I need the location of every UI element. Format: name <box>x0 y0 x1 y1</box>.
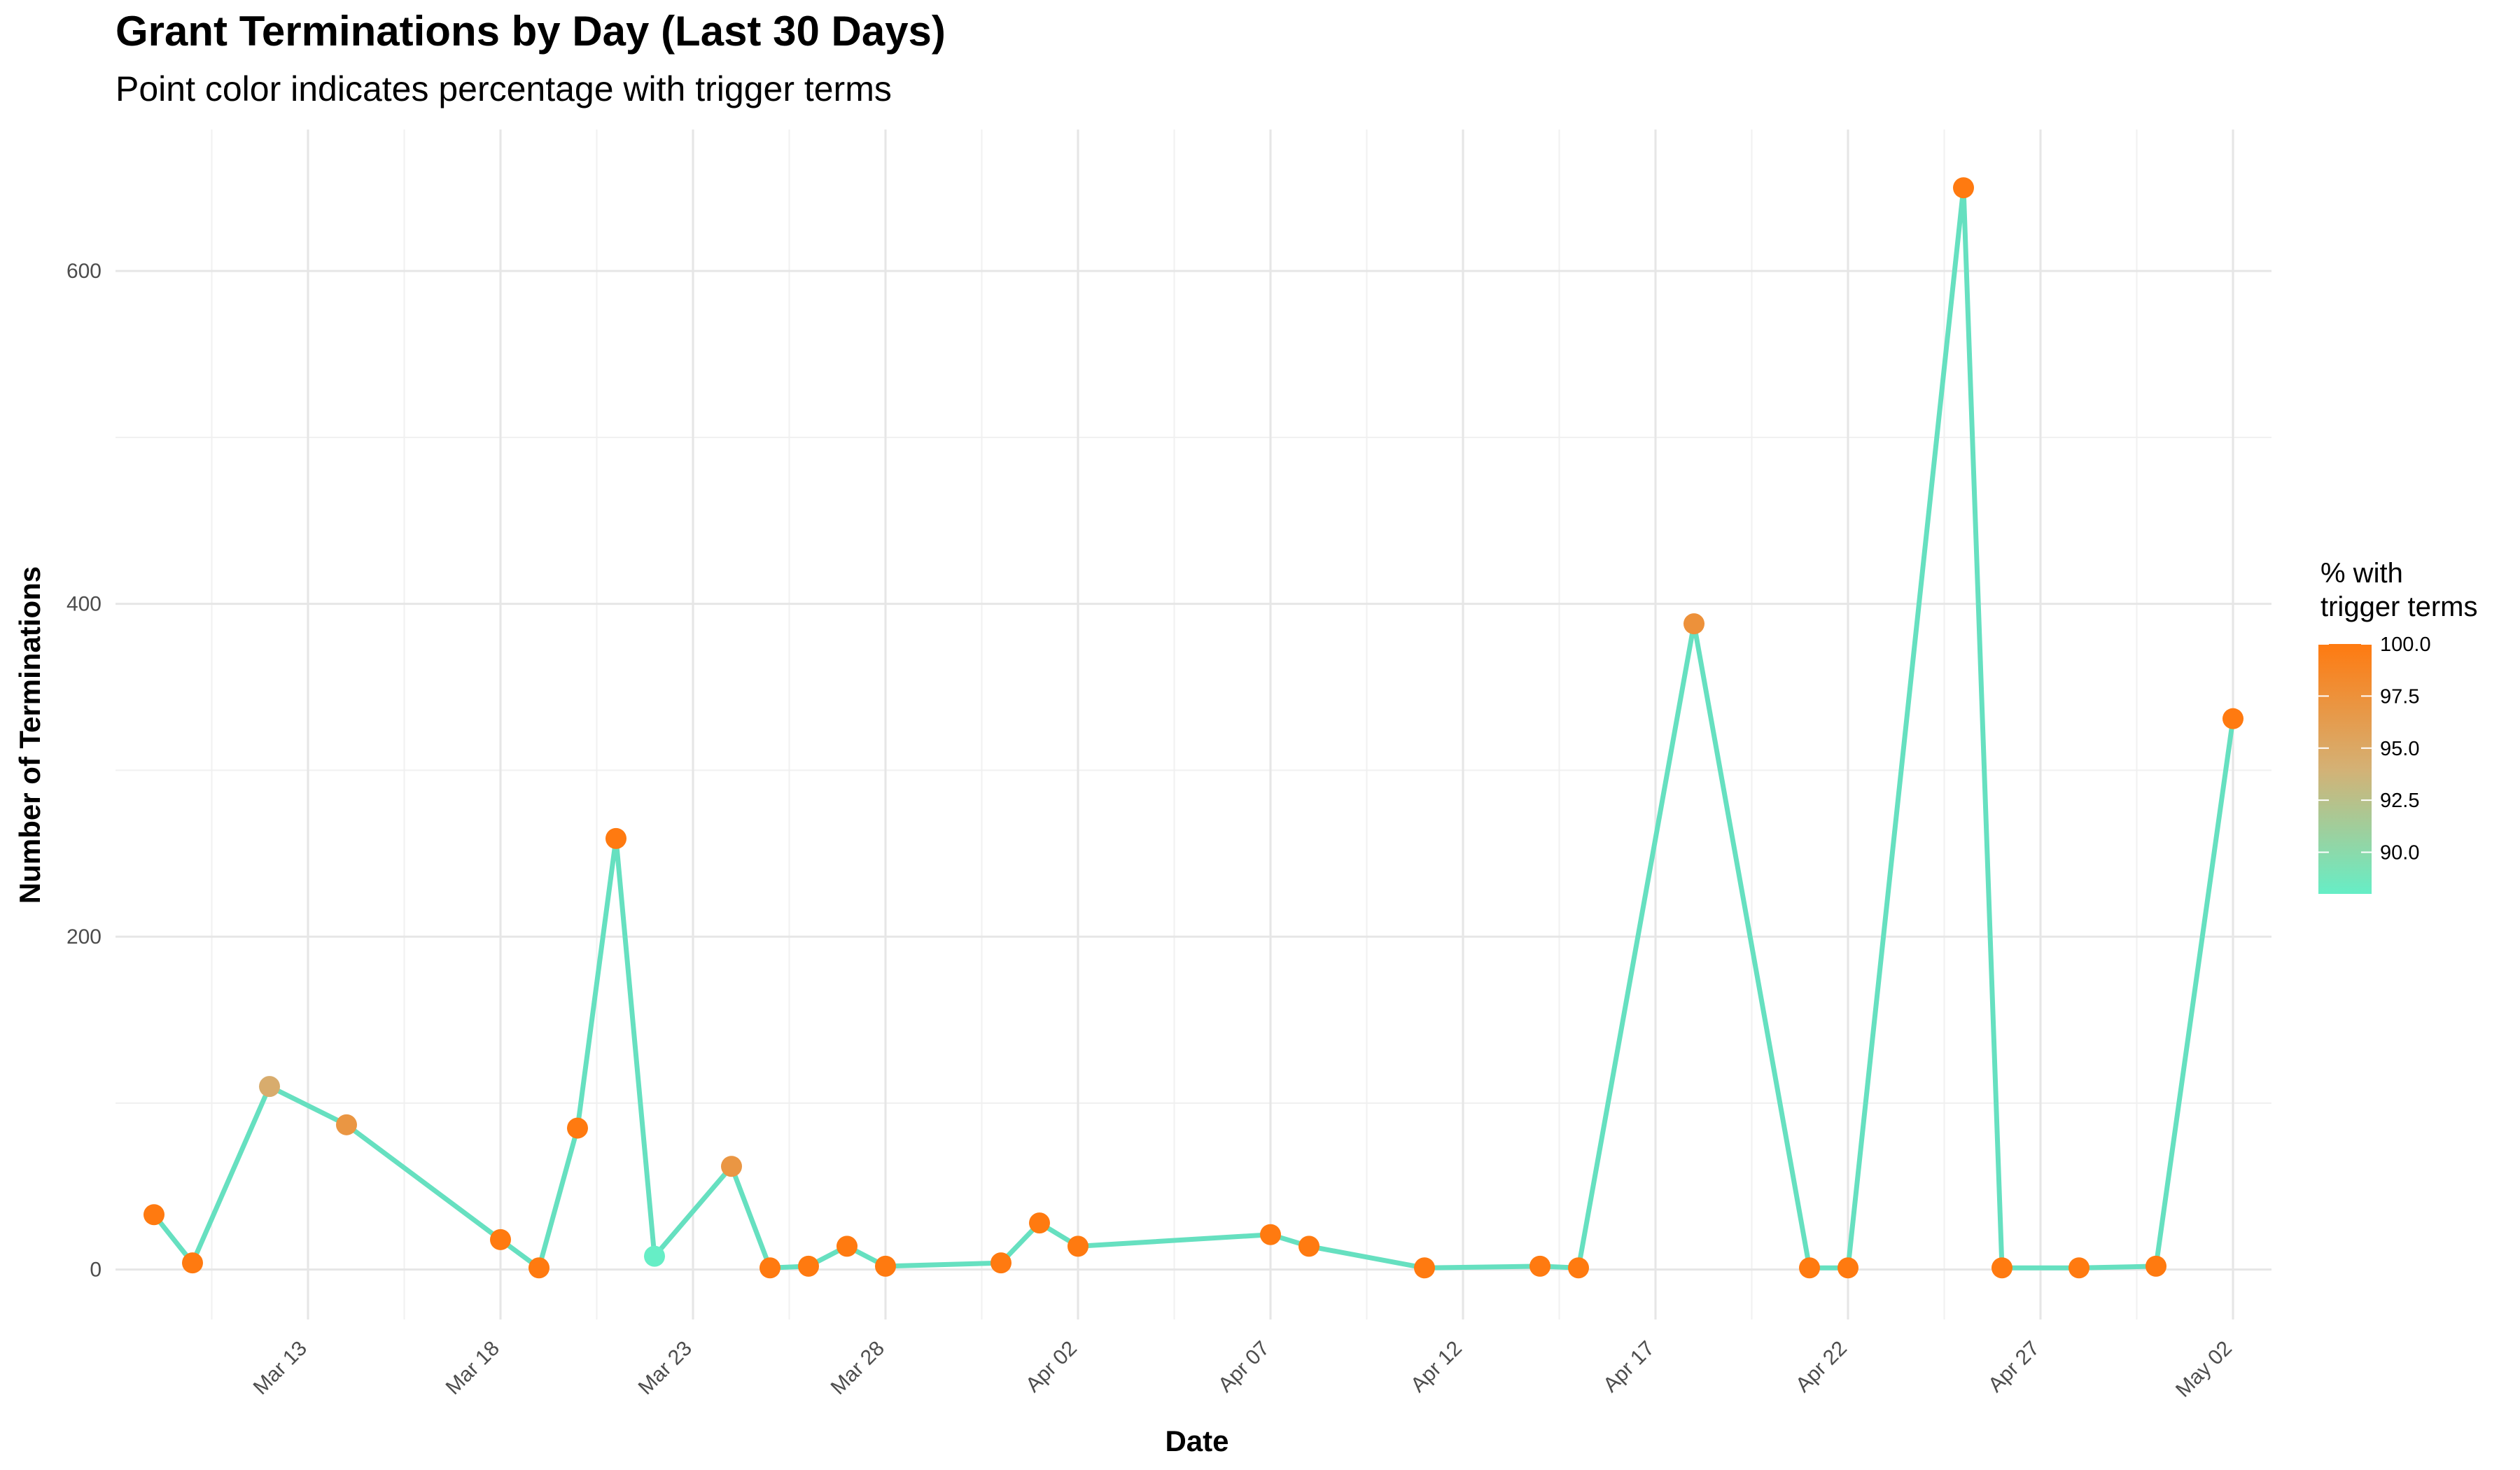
legend-tick-layer: 90.0 92.5 95.0 97.5 100.0 <box>2318 634 2431 864</box>
data-point <box>490 1228 511 1250</box>
x-tick-label: Apr 12 <box>1406 1337 1466 1397</box>
data-point <box>1953 177 1974 199</box>
data-point <box>1414 1257 1435 1279</box>
legend-colorbar <box>2318 644 2372 894</box>
data-point <box>2146 1255 2166 1277</box>
data-point <box>644 1245 665 1267</box>
chart-title: Grant Terminations by Day (Last 30 Days) <box>115 8 946 55</box>
minor-gridlines <box>115 130 2272 1320</box>
legend-tick-label: 95.0 <box>2380 738 2419 760</box>
series-line-layer <box>151 185 2236 1270</box>
data-point <box>721 1156 742 1177</box>
x-tick-label: Apr 17 <box>1599 1337 1659 1397</box>
y-tick-label: 400 <box>66 593 102 616</box>
data-point <box>760 1257 780 1279</box>
legend-title-text: % with trigger terms <box>2320 558 2478 622</box>
data-points-layer <box>144 177 2244 1279</box>
data-point <box>606 827 626 849</box>
data-point <box>1068 1236 1088 1257</box>
data-point <box>1684 613 1704 635</box>
x-tick-label: Apr 07 <box>1214 1337 1274 1397</box>
data-point <box>1837 1257 1858 1279</box>
x-tick-label: Apr 27 <box>1984 1337 2044 1397</box>
data-point <box>259 1076 280 1098</box>
data-point <box>875 1255 896 1277</box>
data-point <box>2222 708 2244 729</box>
x-tick-label: Apr 02 <box>1021 1337 1082 1397</box>
legend-tick-label: 92.5 <box>2380 790 2419 812</box>
data-point <box>336 1114 357 1135</box>
data-point <box>528 1257 550 1279</box>
data-point <box>1991 1257 2012 1279</box>
y-tick-label: 600 <box>66 260 102 283</box>
data-point <box>1260 1224 1281 1245</box>
data-point <box>182 1252 203 1274</box>
x-tick-label: May 02 <box>2171 1337 2236 1402</box>
data-point <box>144 1204 164 1226</box>
y-axis-title: Number of Terminations <box>13 566 46 904</box>
chart-subtitle: Point color indicates percentage with tr… <box>115 69 892 108</box>
x-tick-label: Mar 23 <box>634 1337 696 1399</box>
y-tick-label: 0 <box>90 1259 102 1282</box>
y-tick-labels: 0 200 400 600 <box>66 260 102 1282</box>
legend-tick-label: 97.5 <box>2380 685 2419 708</box>
x-axis-title: Date <box>1165 1424 1228 1457</box>
data-point <box>1029 1212 1050 1234</box>
data-point <box>836 1236 858 1257</box>
data-point <box>1568 1257 1589 1279</box>
x-tick-label: Apr 22 <box>1791 1337 1851 1397</box>
legend-tick-label: 100.0 <box>2380 634 2431 656</box>
data-point <box>990 1252 1011 1274</box>
data-point <box>1298 1236 1320 1257</box>
data-point <box>798 1255 819 1277</box>
x-tick-label: Mar 13 <box>249 1337 312 1399</box>
legend-title: % with trigger terms <box>2320 556 2478 624</box>
legend-tick-label: 90.0 <box>2380 842 2419 864</box>
series-line <box>151 185 2236 1270</box>
y-tick-label: 200 <box>66 925 102 948</box>
x-tick-label: Mar 28 <box>827 1337 889 1399</box>
data-point <box>1799 1257 1820 1279</box>
data-point <box>2068 1257 2090 1279</box>
x-tick-label: Mar 18 <box>442 1337 504 1399</box>
major-gridlines <box>115 130 2272 1320</box>
x-tick-labels: Mar 13 Mar 18 Mar 23 Mar 28 Apr 02 Apr 07 Apr … <box>249 1337 2236 1402</box>
data-point <box>567 1117 588 1139</box>
data-point <box>1530 1255 1550 1277</box>
